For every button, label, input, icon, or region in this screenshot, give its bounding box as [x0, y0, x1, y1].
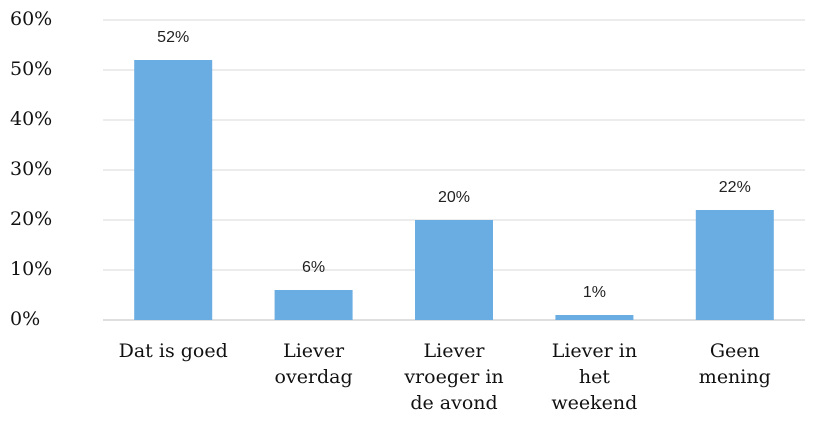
value-label: 20%: [438, 189, 470, 206]
y-tick-label: 30%: [10, 158, 52, 180]
y-tick-label: 10%: [10, 258, 52, 280]
y-tick-label: 50%: [10, 58, 52, 80]
x-tick-label: Liever vroeger in de avond: [404, 340, 504, 414]
bar: [415, 220, 493, 320]
x-tick-label: Liever in het weekend: [551, 340, 638, 414]
value-label: 22%: [719, 179, 751, 196]
bar: [274, 290, 353, 320]
y-tick-label: 40%: [10, 108, 52, 130]
x-tick-label: Geen mening: [698, 340, 771, 388]
y-tick-label: 20%: [10, 208, 52, 230]
y-tick-label: 60%: [10, 8, 52, 30]
value-label: 1%: [583, 284, 606, 301]
value-label: 6%: [302, 259, 325, 276]
value-label: 52%: [157, 29, 189, 46]
x-tick-label: Dat is goed: [118, 340, 228, 362]
bar: [555, 315, 634, 320]
bar: [134, 60, 213, 320]
x-tick-label: Liever overdag: [274, 340, 353, 388]
bar: [695, 210, 774, 320]
y-tick-label: 0%: [10, 308, 40, 330]
